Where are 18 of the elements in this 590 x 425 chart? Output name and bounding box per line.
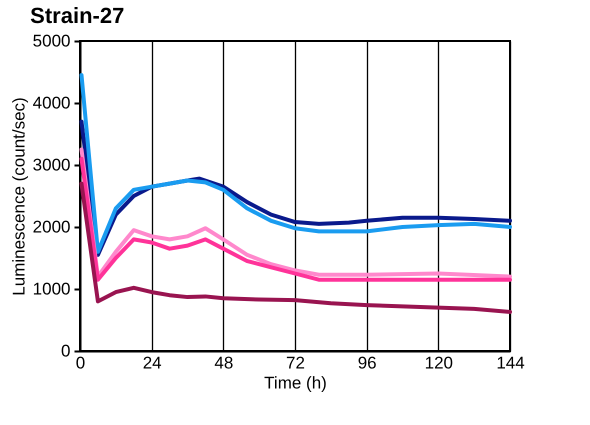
y-tick-label: 1000 (32, 280, 70, 298)
x-tick-label: 0 (76, 354, 86, 372)
line-series (79, 182, 512, 314)
x-tick-label: 24 (142, 354, 162, 372)
y-tick-label: 0 (61, 342, 70, 360)
x-tick-label: 72 (286, 354, 305, 372)
x-axis-title: Time (h) (264, 374, 327, 392)
line-series (79, 73, 512, 254)
x-tick-label: 144 (496, 354, 525, 372)
x-tick-label: 120 (424, 354, 454, 372)
y-tick-label: 4000 (32, 94, 70, 112)
y-tick-label: 3000 (32, 156, 70, 174)
y-axis-title: Luminescence (count/sec) (10, 97, 29, 296)
y-tick-label: 5000 (32, 32, 70, 50)
chart-title: Strain-27 (30, 3, 124, 28)
x-tick-label: 48 (214, 354, 234, 372)
x-tick-label: 96 (358, 354, 377, 372)
y-tick-label: 2000 (32, 218, 70, 236)
